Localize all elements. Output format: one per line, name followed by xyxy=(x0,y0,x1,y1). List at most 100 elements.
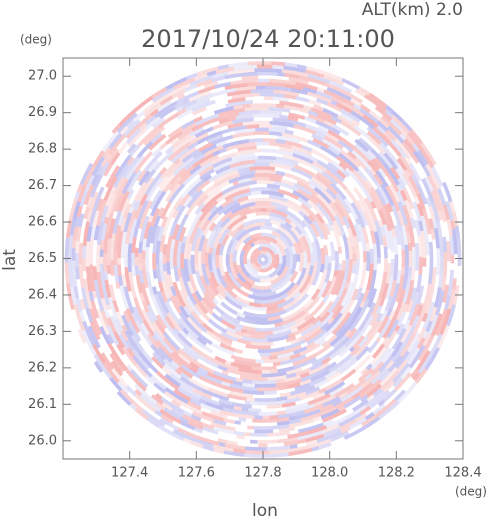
echo-patch xyxy=(154,319,166,335)
echo-patch xyxy=(335,323,348,337)
echo-patch xyxy=(449,201,456,213)
echo-patch xyxy=(338,299,355,322)
echo-patch xyxy=(139,215,150,242)
echo-patch xyxy=(100,153,112,168)
echo-patch xyxy=(152,269,158,279)
echo-patch xyxy=(208,167,234,183)
echo-patch xyxy=(176,241,183,269)
echo-patch xyxy=(93,354,113,380)
echo-patch xyxy=(177,172,192,186)
echo-patch xyxy=(89,308,103,336)
echo-patch xyxy=(285,214,307,235)
echo-patch xyxy=(143,102,162,118)
echo-patch xyxy=(265,85,281,91)
echo-patch xyxy=(213,426,235,435)
echo-patch xyxy=(357,298,370,319)
echo-patch xyxy=(171,223,181,240)
echo-patch xyxy=(180,122,197,134)
echo-patch xyxy=(218,442,226,447)
echo-patch xyxy=(267,173,284,180)
echo-patch xyxy=(151,86,176,103)
echo-patch xyxy=(217,199,239,216)
echo-patch xyxy=(382,224,391,250)
echo-patch xyxy=(256,386,279,392)
echo-patch xyxy=(405,279,415,306)
echo-patch xyxy=(293,182,313,196)
echo-patch xyxy=(366,383,382,398)
echo-patch xyxy=(270,369,278,374)
echo-patch xyxy=(342,169,350,178)
echo-patch xyxy=(295,96,310,103)
echo-patch xyxy=(221,381,231,387)
echo-patch xyxy=(169,372,194,391)
echo-patch xyxy=(152,225,161,254)
altitude-label: ALT(km) 2.0 xyxy=(362,0,463,20)
echo-patch xyxy=(327,296,341,314)
echo-patch xyxy=(361,289,370,303)
echo-patch xyxy=(395,274,405,303)
echo-patch xyxy=(355,259,360,275)
echo-patch xyxy=(170,399,182,408)
echo-patch xyxy=(187,243,193,260)
echo-patch xyxy=(314,238,322,260)
echo-patch xyxy=(248,274,261,283)
echo-patch xyxy=(396,157,408,172)
echo-patch xyxy=(167,126,183,139)
echo-patch xyxy=(272,117,294,124)
echo-patch xyxy=(222,125,247,134)
echo-patch xyxy=(196,130,224,145)
echo-patch xyxy=(179,420,196,431)
echo-patch xyxy=(340,386,363,403)
echo-patch xyxy=(96,308,110,336)
echo-patch xyxy=(299,403,315,412)
echo-patch xyxy=(111,123,122,134)
echo-patch xyxy=(179,329,189,339)
echo-patch xyxy=(408,344,426,369)
echo-patch xyxy=(112,163,130,189)
echo-patch xyxy=(222,202,241,216)
echo-patch xyxy=(250,176,270,182)
echo-patch xyxy=(436,195,445,212)
echo-patch xyxy=(300,320,322,337)
x-tick-label: 127.8 xyxy=(244,466,281,481)
echo-patch xyxy=(243,453,263,458)
echo-patch xyxy=(134,265,140,276)
echo-patch xyxy=(352,186,369,208)
echo-patch xyxy=(133,151,154,174)
echo-patch xyxy=(299,371,310,379)
echo-patch xyxy=(228,390,254,398)
echo-patch xyxy=(301,235,311,263)
echo-patch xyxy=(180,401,203,415)
echo-patch xyxy=(315,120,341,136)
echo-patch xyxy=(306,329,328,346)
echo-patch xyxy=(309,222,321,238)
echo-patch xyxy=(321,408,347,423)
echo-patch xyxy=(333,270,338,277)
echo-patch xyxy=(364,94,388,113)
echo-patch xyxy=(189,74,214,87)
echo-patch xyxy=(194,290,204,302)
echo-patch xyxy=(220,339,233,348)
echo-patch xyxy=(198,383,209,391)
echo-patch xyxy=(247,61,272,66)
echo-patch xyxy=(85,291,93,310)
echo-patch xyxy=(383,152,399,170)
echo-patch xyxy=(273,180,299,192)
echo-patch xyxy=(125,385,137,397)
echo-patch xyxy=(412,371,421,381)
echo-patch xyxy=(253,162,270,167)
echo-patch xyxy=(344,281,350,290)
echo-patch xyxy=(128,144,141,157)
echo-patch xyxy=(301,145,313,153)
echo-patch xyxy=(119,389,135,405)
echo-patch xyxy=(285,335,297,343)
echo-patch xyxy=(159,95,174,106)
echo-patch xyxy=(132,306,144,325)
echo-patch xyxy=(93,225,100,241)
echo-patch xyxy=(429,306,438,322)
echo-patch xyxy=(316,193,337,217)
echo-patch xyxy=(290,167,313,180)
echo-patch xyxy=(292,291,302,300)
echo-patch xyxy=(373,157,390,177)
echo-patch xyxy=(253,299,262,304)
